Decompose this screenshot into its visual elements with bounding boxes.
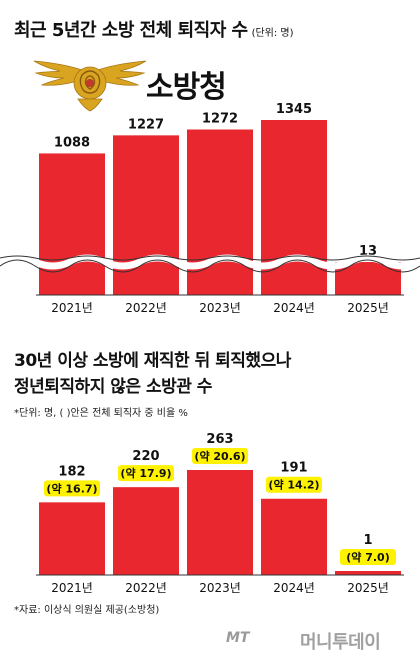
chart2-category-label: 2023년: [199, 581, 241, 595]
chart1-bar: [261, 120, 327, 295]
chart2-value-label: 182: [58, 464, 85, 479]
mt-logo: MT: [226, 630, 250, 646]
chart1-axis-break: [0, 254, 420, 270]
chart2-unit-note: *단위: 명, ( )안은 전체 퇴직자 중 비율 %: [14, 408, 188, 419]
chart2-percent-label: (약 14.2): [268, 478, 319, 492]
chart2-percent-badge: [118, 465, 174, 482]
chart2-percent-badge: [340, 549, 396, 565]
chart2-bar: [335, 571, 401, 575]
chart2-title-line1: 30년 이상 소방에 재직한 뒤 퇴직했으나: [14, 351, 291, 371]
chart1-axis-break-line: [0, 259, 420, 273]
chart1-category-label: 2022년: [125, 301, 167, 315]
chart1-value-label: 1345: [276, 102, 312, 117]
chart1-value-label: 1227: [128, 117, 164, 132]
chart1-value-label: 1272: [202, 111, 238, 126]
chart1: 10882021년12272022년12722023년13452024년1320…: [0, 102, 420, 315]
chart2-category-label: 2021년: [51, 581, 93, 595]
chart1-bar: [187, 129, 253, 295]
brand-watermark: 머니투데이: [300, 632, 381, 653]
chart2-value-label: 1: [363, 533, 372, 548]
chart2-bar: [187, 470, 253, 575]
chart2-title: 30년 이상 소방에 재직한 뒤 퇴직했으나 정년퇴직하지 않은 소방관 수: [14, 348, 291, 400]
chart1-axis-break-line: [0, 255, 420, 261]
chart2-percent-label: (약 7.0): [346, 550, 390, 564]
chart1-bar: [39, 153, 105, 295]
chart2-percent-badge: [266, 476, 322, 493]
chart2-percent-label: (약 20.6): [194, 449, 245, 463]
chart1-category-label: 2025년: [347, 301, 389, 315]
chart2-bar: [261, 498, 327, 575]
org-name: 소방청: [146, 70, 227, 105]
chart2: (약 16.7) 182 2021년 (약 17.9) 220 2022년 (약 20.6)…: [36, 432, 404, 595]
chart2-percent-label: (약 17.9): [120, 466, 171, 480]
chart1-bar: [113, 135, 179, 295]
chart2-category-label: 2025년: [347, 581, 389, 595]
chart2-category-label: 2024년: [273, 581, 315, 595]
chart2-value-label: 220: [132, 449, 159, 464]
chart1-value-label: 1088: [54, 135, 90, 150]
fire-agency-emblem-icon: [33, 60, 147, 112]
source-note: *자료: 이상식 의원실 제공(소방청): [14, 605, 160, 616]
chart2-title-line2: 정년퇴직하지 않은 소방관 수: [14, 377, 212, 397]
chart1-unit-note: (단위: 명): [251, 28, 294, 39]
chart2-bar: [39, 502, 105, 575]
chart1-category-label: 2023년: [199, 301, 241, 315]
chart2-value-label: 263: [206, 432, 233, 447]
chart2-value-label: 191: [280, 461, 307, 476]
chart2-percent-label: (약 16.7): [46, 481, 97, 495]
chart1-title: 최근 5년간 소방 전체 퇴직자 수 (단위: 명): [14, 20, 294, 41]
chart1-category-label: 2024년: [273, 301, 315, 315]
chart2-bar: [113, 487, 179, 575]
chart2-percent-badge: [192, 448, 248, 464]
chart2-percent-badge: [44, 480, 100, 497]
chart2-category-label: 2022년: [125, 581, 167, 595]
chart1-category-label: 2021년: [51, 301, 93, 315]
